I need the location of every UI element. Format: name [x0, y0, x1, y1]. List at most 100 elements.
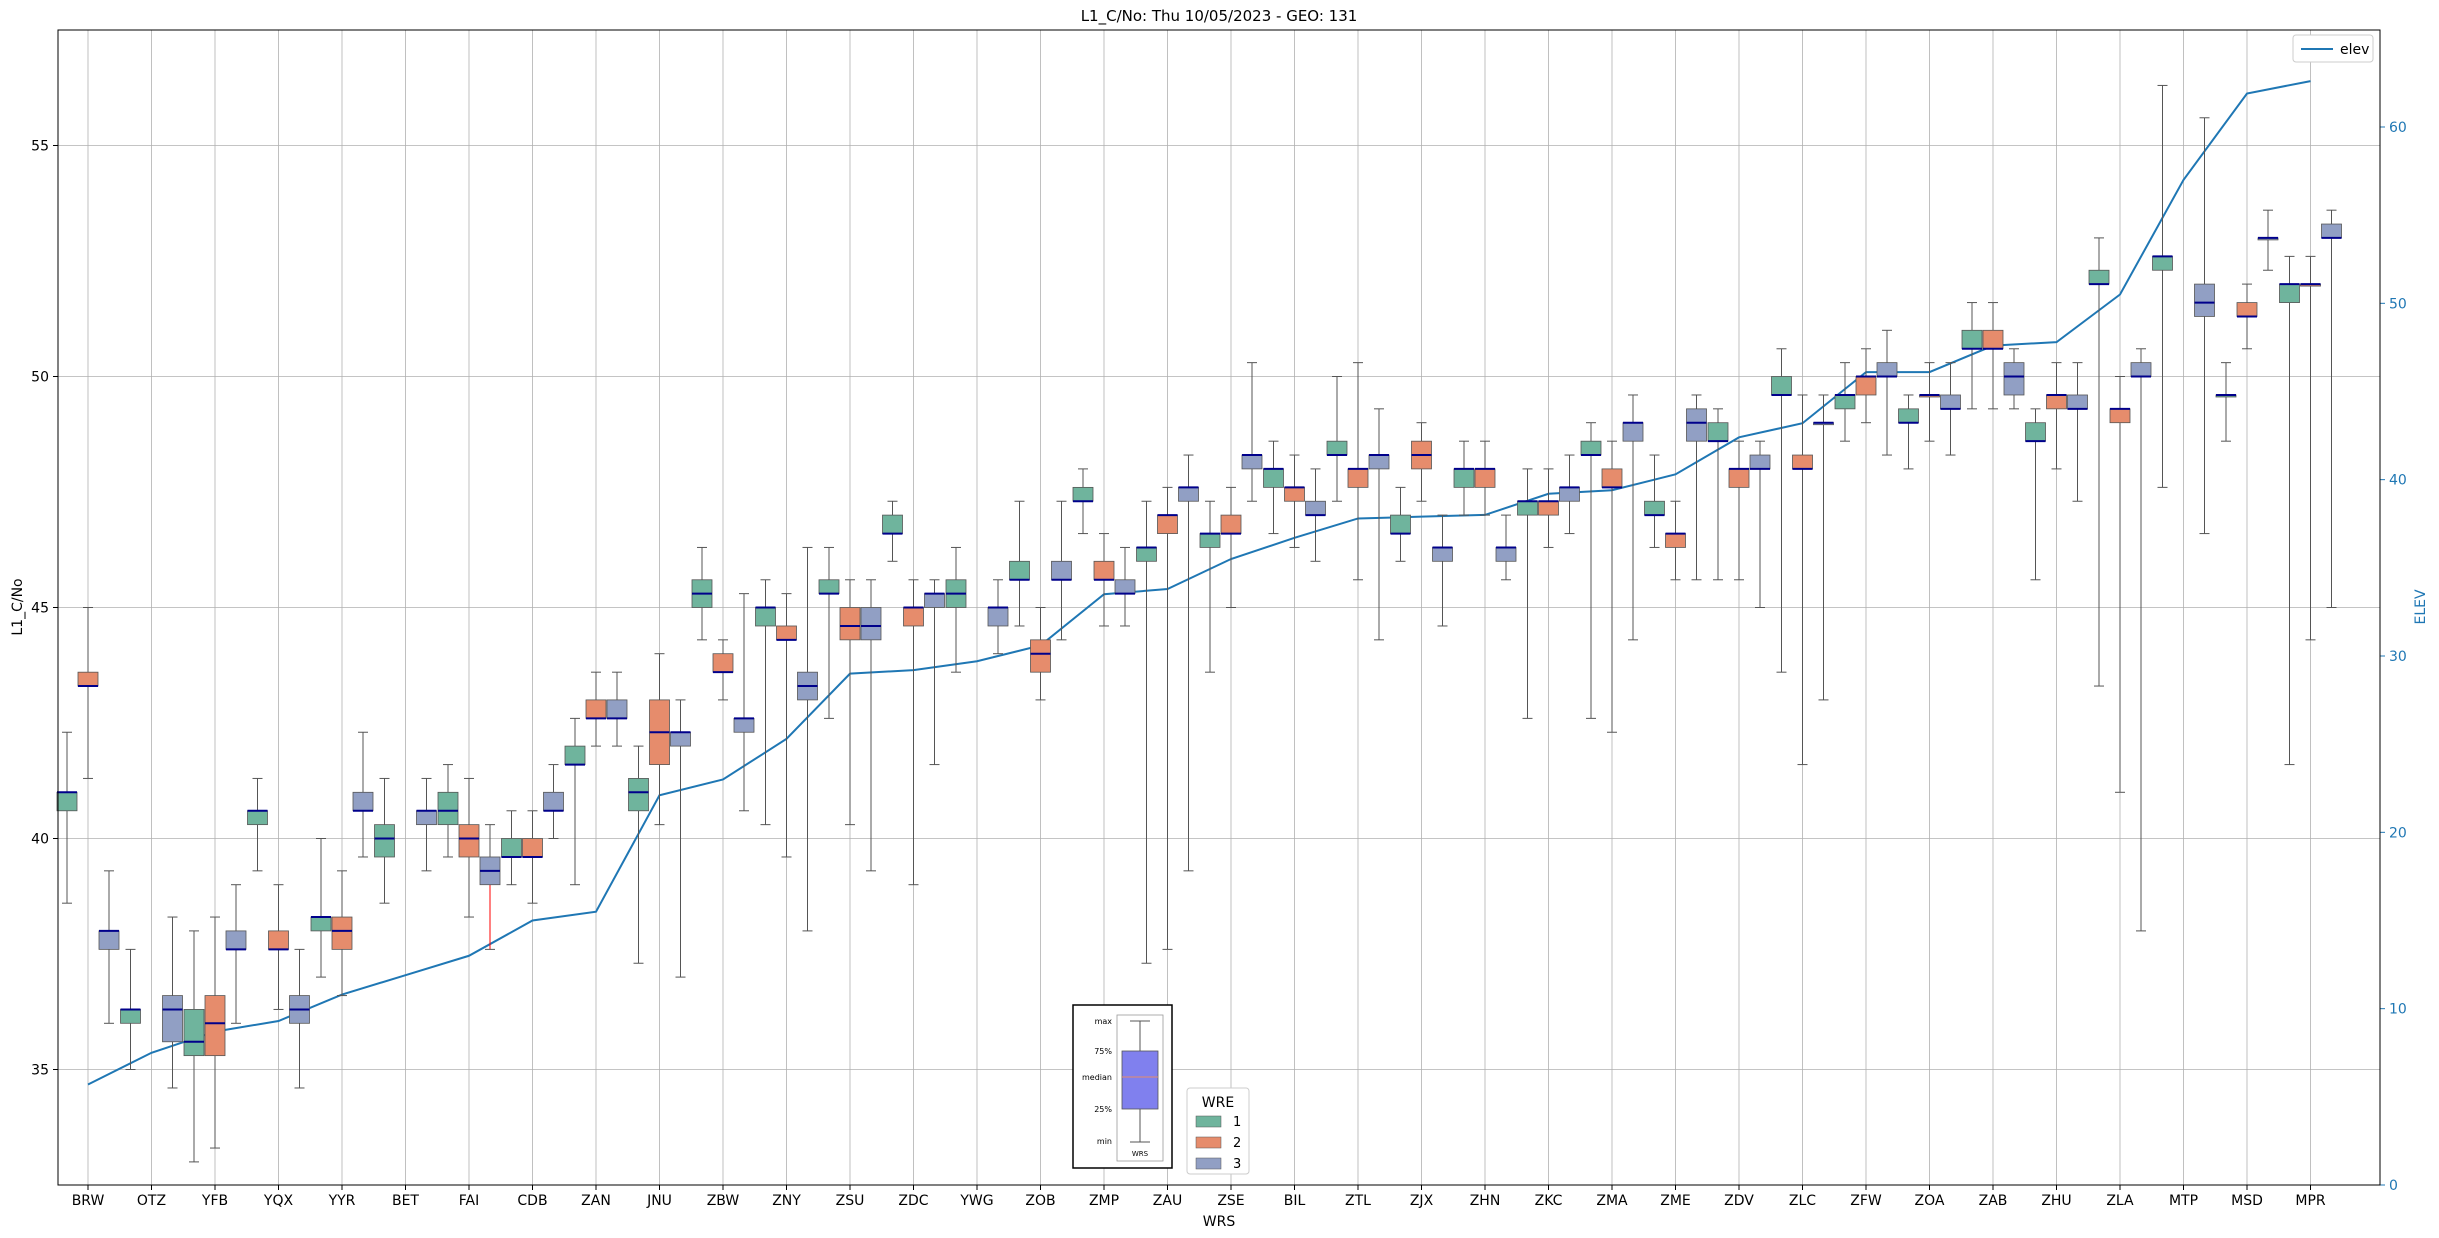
iqr-box — [1665, 533, 1686, 548]
iqr-box — [860, 607, 882, 641]
iqr-box — [1982, 329, 2004, 350]
iqr-box — [903, 607, 924, 627]
box-ZFW-wre3 — [1876, 329, 1898, 456]
iqr-box — [1093, 560, 1115, 581]
box-ZAN-wre1 — [564, 717, 586, 886]
box-YQX-wre3 — [289, 948, 310, 1089]
box-MSD-wre1 — [2215, 362, 2237, 442]
iqr-box — [1771, 376, 1792, 396]
x-tick-label: ZAU — [1153, 1193, 1182, 1209]
iqr-box — [2130, 362, 2152, 377]
box-MTP-wre1 — [2152, 84, 2173, 488]
box-ZLA-wre2 — [2109, 376, 2131, 793]
box-ZDV-wre2 — [1728, 440, 1750, 581]
iqr-box — [2109, 408, 2131, 424]
box-ZAU-wre1 — [1136, 500, 1157, 964]
box-YYR-wre2 — [331, 870, 353, 997]
x-tick-label: ZLC — [1789, 1193, 1816, 1209]
iqr-box — [352, 791, 374, 812]
x-tick-label: ZTL — [1345, 1193, 1371, 1209]
x-axis-label: WRS — [1203, 1214, 1236, 1230]
box-ZHN-wre1 — [1453, 440, 1475, 516]
y-right-tick-label: 20 — [2389, 825, 2407, 841]
legend-elev-label: elev — [2340, 42, 2369, 58]
x-tick-label: YWG — [959, 1193, 993, 1209]
iqr-box — [1495, 547, 1517, 562]
box-FAI-wre2 — [458, 777, 480, 918]
box-YFB-wre3 — [225, 884, 247, 1024]
box-ZHN-wre3 — [1495, 514, 1517, 581]
y-axis-label-right: ELEV — [2413, 589, 2429, 624]
iqr-box — [331, 916, 353, 950]
y-right-tick-label: 30 — [2389, 649, 2407, 665]
iqr-box — [1199, 533, 1221, 548]
iqr-box — [1474, 468, 1496, 488]
iqr-box — [1601, 468, 1623, 488]
iqr-box — [225, 930, 247, 950]
box-ZOA-wre2 — [1919, 362, 1940, 442]
iqr-box — [1030, 639, 1051, 673]
iqr-box — [1114, 579, 1136, 595]
iqr-box — [1432, 547, 1453, 562]
box-YWG-wre3 — [987, 579, 1009, 655]
iqr-box — [1390, 514, 1411, 534]
iqr-box — [1241, 454, 1263, 470]
box-ZMP-wre3 — [1114, 546, 1136, 627]
box-ZLA-wre1 — [2088, 237, 2110, 687]
iqr-box — [1051, 560, 1072, 581]
iqr-box — [2152, 255, 2173, 271]
box-ZHU-wre2 — [2046, 362, 2067, 470]
box-YYR-wre1 — [310, 838, 332, 978]
legend-wre-frame — [1186, 1087, 1250, 1175]
y-axis-label: L1_C/No — [10, 578, 26, 635]
x-tick-label: ZDC — [898, 1193, 928, 1209]
box-ZME-wre2 — [1665, 500, 1686, 581]
iqr-box — [628, 778, 649, 812]
iqr-box — [2088, 269, 2110, 285]
box-ZNY-wre3 — [797, 546, 818, 932]
iqr-box — [1263, 468, 1284, 488]
box-ZSE-wre1 — [1199, 500, 1221, 673]
legend-wre-label-2: 2 — [1233, 1136, 1241, 1151]
iqr-box — [77, 671, 99, 687]
iqr-box — [1347, 468, 1369, 488]
box-CDB-wre1 — [501, 810, 522, 886]
iqr-box — [1876, 362, 1898, 377]
iqr-box — [585, 699, 607, 719]
x-tick-label: OTZ — [137, 1193, 166, 1209]
box-ZDC-wre1 — [882, 500, 903, 562]
box-MTP-wre3 — [2194, 117, 2215, 535]
box-ZTL-wre3 — [1368, 408, 1390, 641]
x-tick-label: ZFW — [1850, 1193, 1882, 1209]
x-tick-label: ZSU — [836, 1193, 865, 1209]
box-ZDV-wre1 — [1707, 408, 1729, 581]
chart-title: L1_C/No: Thu 10/05/2023 - GEO: 131 — [1081, 7, 1358, 26]
iqr-box — [1009, 560, 1030, 581]
axes: BRW OTZ YFB YQX YYR BET FAI CDB ZAN JNU ZBW ZNY ZSU Z… — [31, 120, 2407, 1209]
iqr-box — [1157, 514, 1178, 534]
iqr-box — [120, 1009, 141, 1024]
iqr-box — [1178, 486, 1199, 502]
iqr-box — [1136, 547, 1157, 562]
inset-label-min: min — [1097, 1137, 1112, 1146]
y-tick-label: 40 — [31, 832, 49, 848]
iqr-box — [1728, 468, 1750, 488]
inset-label-median: median — [1082, 1073, 1112, 1082]
box-ZMA-wre3 — [1622, 394, 1644, 641]
iqr-box — [1749, 454, 1771, 470]
box-ZME-wre3 — [1686, 394, 1707, 581]
box-ZTL-wre1 — [1326, 376, 1348, 502]
iqr-box — [606, 699, 628, 719]
box-ZKC-wre1 — [1517, 468, 1538, 719]
inset-label-q3: 75% — [1094, 1047, 1112, 1056]
iqr-box — [2236, 302, 2258, 317]
x-tick-label: ZOB — [1025, 1193, 1055, 1209]
x-tick-label: MSD — [2231, 1193, 2263, 1209]
plot-border — [57, 29, 2381, 1186]
iqr-box — [1538, 500, 1559, 516]
iqr-box — [247, 810, 268, 826]
x-tick-label: ZJX — [1410, 1193, 1434, 1209]
box-ZHN-wre2 — [1474, 440, 1496, 516]
iqr-box — [1961, 329, 1983, 350]
